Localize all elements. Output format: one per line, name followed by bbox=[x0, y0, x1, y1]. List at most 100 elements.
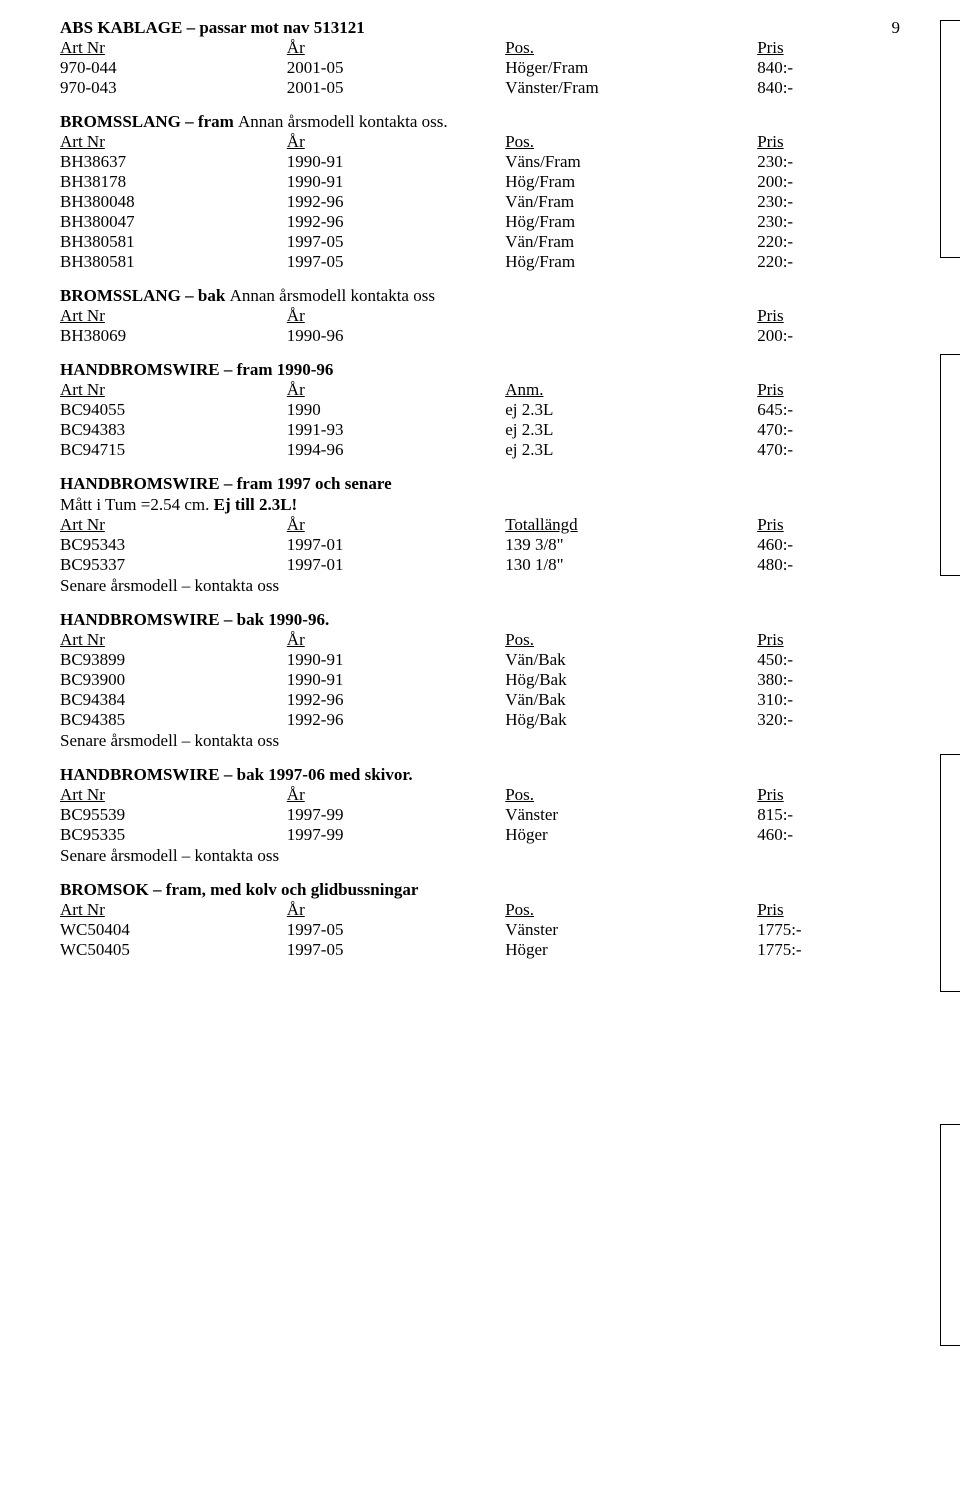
section-heading: ABS KABLAGE – passar mot nav 513121 bbox=[60, 18, 365, 38]
table-cell: 2001-05 bbox=[287, 78, 505, 98]
table-cell: BC95337 bbox=[60, 555, 287, 575]
table-header: Pris bbox=[757, 630, 900, 650]
table-cell: 480:- bbox=[757, 555, 900, 575]
table-cell: 470:- bbox=[757, 440, 900, 460]
table-cell: 1990-91 bbox=[287, 172, 505, 192]
table-row: BC947151994-96ej 2.3L470:- bbox=[60, 440, 900, 460]
table-cell: Vän/Fram bbox=[505, 232, 757, 252]
table-cell: Hög/Bak bbox=[505, 710, 757, 730]
parts-table: Art NrÅrPos.PrisBH386371990-91Väns/Fram2… bbox=[60, 132, 900, 272]
table-cell: 200:- bbox=[757, 326, 900, 346]
table-header: År bbox=[287, 900, 505, 920]
table-header: Art Nr bbox=[60, 132, 287, 152]
table-cell: 130 1/8" bbox=[505, 555, 757, 575]
table-header: År bbox=[287, 630, 505, 650]
table-row: WC504041997-05Vänster1775:- bbox=[60, 920, 900, 940]
table-cell: 460:- bbox=[757, 825, 900, 845]
figure-caption: Schematisk bild bbox=[940, 584, 960, 604]
table-cell: 450:- bbox=[757, 650, 900, 670]
table-row: 970-0432001-05Vänster/Fram840:- bbox=[60, 78, 900, 98]
table-cell: Hög/Fram bbox=[505, 172, 757, 192]
table-row: BC955391997-99Vänster815:- bbox=[60, 805, 900, 825]
table-cell: Vän/Bak bbox=[505, 650, 757, 670]
table-row: BH3800471992-96Hög/Fram230:- bbox=[60, 212, 900, 232]
table-row: BC943841992-96Vän/Bak310:- bbox=[60, 690, 900, 710]
table-cell: BC95539 bbox=[60, 805, 287, 825]
section-trailing-note: Senare årsmodell – kontakta oss bbox=[60, 846, 900, 866]
table-cell: 139 3/8" bbox=[505, 535, 757, 555]
table-cell: 380:- bbox=[757, 670, 900, 690]
table-cell: 1997-99 bbox=[287, 825, 505, 845]
table-row: BC943851992-96Hög/Bak320:- bbox=[60, 710, 900, 730]
figure-caption: Schematisk bild bbox=[940, 1000, 960, 1020]
subtitle-plain: Mått i Tum =2.54 cm. bbox=[60, 495, 214, 514]
table-cell: BC94715 bbox=[60, 440, 287, 460]
table-cell: 460:- bbox=[757, 535, 900, 555]
table-row: BH380691990-96200:- bbox=[60, 326, 900, 346]
table-row: BC943831991-93ej 2.3L470:- bbox=[60, 420, 900, 440]
table-cell: BC93899 bbox=[60, 650, 287, 670]
section-trailing-note: Senare årsmodell – kontakta oss bbox=[60, 576, 900, 596]
table-header: År bbox=[287, 306, 757, 326]
table-header: Pris bbox=[757, 306, 900, 326]
table-row: WC504051997-05Höger1775:- bbox=[60, 940, 900, 960]
table-cell: 1775:- bbox=[757, 940, 900, 960]
table-cell: 1992-96 bbox=[287, 710, 505, 730]
section-heading: HANDBROMSWIRE – fram 1990-96 bbox=[60, 360, 900, 380]
product-image bbox=[940, 1124, 960, 1346]
table-cell: 220:- bbox=[757, 232, 900, 252]
table-cell: Vänster bbox=[505, 920, 757, 940]
table-header: Pris bbox=[757, 900, 900, 920]
table-cell: Hög/Fram bbox=[505, 252, 757, 272]
table-cell: 1990-91 bbox=[287, 670, 505, 690]
table-row: BC938991990-91Vän/Bak450:- bbox=[60, 650, 900, 670]
table-header: Art Nr bbox=[60, 900, 287, 920]
table-header: Pos. bbox=[505, 132, 757, 152]
section-title-part: Annan årsmodell kontakta oss bbox=[230, 286, 435, 305]
table-cell: 1994-96 bbox=[287, 440, 505, 460]
table-cell: ej 2.3L bbox=[505, 420, 757, 440]
table-cell: 815:- bbox=[757, 805, 900, 825]
table-row: BC953431997-01139 3/8"460:- bbox=[60, 535, 900, 555]
table-cell: 970-043 bbox=[60, 78, 287, 98]
table-cell: 310:- bbox=[757, 690, 900, 710]
product-image bbox=[940, 354, 960, 576]
table-cell: 1990-91 bbox=[287, 650, 505, 670]
table-header: Anm. bbox=[505, 380, 757, 400]
section-title-part: HANDBROMSWIRE – fram 1990-96 bbox=[60, 360, 333, 379]
table-cell: 645:- bbox=[757, 400, 900, 420]
table-cell: BH380581 bbox=[60, 252, 287, 272]
product-image bbox=[940, 754, 960, 992]
table-header: Art Nr bbox=[60, 515, 287, 535]
table-cell: BC95335 bbox=[60, 825, 287, 845]
table-cell: Vänster bbox=[505, 805, 757, 825]
section-subtitle: Mått i Tum =2.54 cm. Ej till 2.3L! bbox=[60, 495, 900, 515]
parts-table: Art NrÅrPos.Pris970-0442001-05Höger/Fram… bbox=[60, 38, 900, 98]
table-cell: Höger bbox=[505, 825, 757, 845]
table-cell: ej 2.3L bbox=[505, 400, 757, 420]
section-heading: BROMSSLANG – fram Annan årsmodell kontak… bbox=[60, 112, 900, 132]
table-cell: 1990-91 bbox=[287, 152, 505, 172]
section-trailing-note: Senare årsmodell – kontakta oss bbox=[60, 731, 900, 751]
table-cell: 230:- bbox=[757, 192, 900, 212]
product-image bbox=[940, 20, 960, 258]
table-header: Art Nr bbox=[60, 38, 287, 58]
table-cell: Väns/Fram bbox=[505, 152, 757, 172]
table-cell: BH38069 bbox=[60, 326, 287, 346]
table-header: Art Nr bbox=[60, 306, 287, 326]
table-cell: BH380047 bbox=[60, 212, 287, 232]
table-cell: 1990 bbox=[287, 400, 505, 420]
table-cell: 470:- bbox=[757, 420, 900, 440]
figure: Schematisk bild bbox=[940, 754, 960, 1044]
table-header: Pris bbox=[757, 132, 900, 152]
table-row: BH386371990-91Väns/Fram230:- bbox=[60, 152, 900, 172]
parts-table: Art NrÅrPrisBH380691990-96200:- bbox=[60, 306, 900, 346]
table-cell: BC94055 bbox=[60, 400, 287, 420]
table-cell: 1997-05 bbox=[287, 252, 505, 272]
table-cell: Höger/Fram bbox=[505, 58, 757, 78]
table-row: BH3805811997-05Vän/Fram220:- bbox=[60, 232, 900, 252]
table-cell: 1997-01 bbox=[287, 535, 505, 555]
table-row: BC939001990-91Hög/Bak380:- bbox=[60, 670, 900, 690]
figure: Schematisk bild bbox=[940, 354, 960, 628]
parts-table: Art NrÅrTotallängdPrisBC953431997-01139 … bbox=[60, 515, 900, 575]
